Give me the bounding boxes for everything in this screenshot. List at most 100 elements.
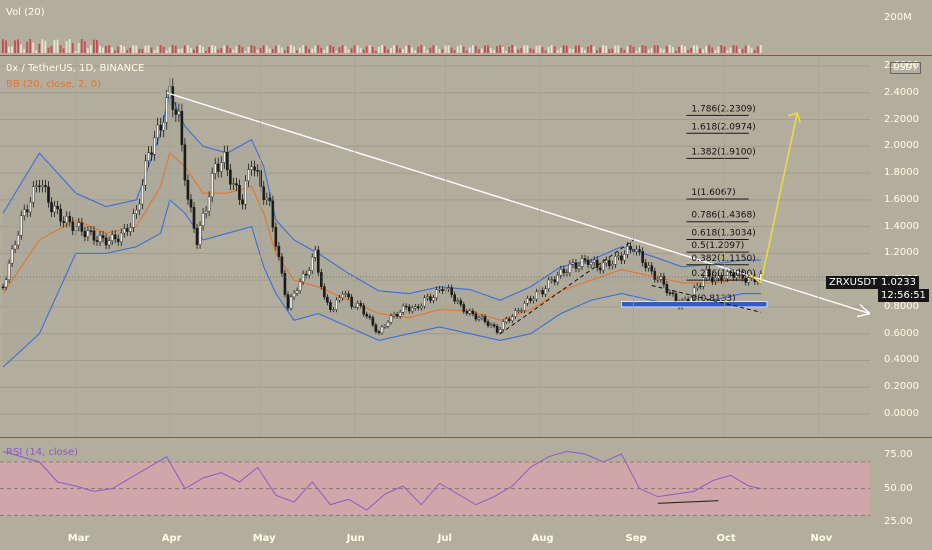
- volume-bar: [596, 50, 598, 53]
- volume-bar: [399, 48, 401, 53]
- volume-bar: [565, 45, 568, 53]
- price-axis-tick: 2.0000: [884, 140, 919, 152]
- candle-body: [265, 197, 269, 200]
- volume-bar: [308, 49, 310, 53]
- candle-body: [50, 202, 53, 213]
- price-axis[interactable]: 200M: [870, 0, 932, 550]
- candle-body: [332, 309, 335, 311]
- volume-bar: [59, 45, 62, 53]
- volume-bar: [744, 45, 747, 53]
- candle-body: [662, 276, 666, 285]
- volume-bar: [144, 45, 147, 53]
- candle-body: [253, 166, 256, 171]
- candle-body: [277, 246, 281, 257]
- volume-bar: [56, 39, 59, 53]
- price-axis-tick: 0.6000: [884, 327, 919, 339]
- fib-level-label: 0.382(1.1150): [691, 254, 755, 264]
- symbol-label: ZRXUSDT: [829, 277, 878, 288]
- volume-bar: [226, 45, 229, 53]
- candle-body: [529, 298, 532, 301]
- volume-bar: [720, 45, 723, 53]
- volume-bar: [650, 48, 653, 53]
- volume-bar: [38, 43, 41, 53]
- candle-body: [711, 276, 714, 282]
- volume-bar: [587, 46, 589, 53]
- candle-body: [113, 234, 117, 240]
- volume-bar: [571, 49, 574, 53]
- volume-bar: [11, 46, 13, 53]
- candle-body: [726, 271, 729, 279]
- rsi-chart[interactable]: [0, 438, 870, 530]
- countdown: 12:56:51: [881, 290, 926, 301]
- volume-bar: [162, 46, 165, 53]
- volume-bar: [326, 46, 329, 53]
- volume-bar: [514, 46, 517, 53]
- volume-bar: [50, 45, 53, 53]
- candle-body: [544, 288, 547, 295]
- volume-bar: [738, 48, 741, 53]
- quote-currency-badge[interactable]: USDT: [890, 62, 921, 74]
- volume-bar: [108, 45, 110, 53]
- rsi-axis-tick: 75.00: [884, 449, 913, 461]
- candle-body: [595, 259, 599, 268]
- volume-title: Vol (20): [6, 7, 45, 18]
- time-axis[interactable]: Mar Apr May Jun Jul Aug Sep Oct Nov: [0, 530, 870, 550]
- volume-bar: [99, 45, 101, 53]
- volume-bar: [487, 45, 489, 53]
- volume-bar: [117, 46, 120, 53]
- volume-bar: [280, 47, 283, 53]
- volume-bar: [174, 45, 177, 53]
- volume-bar: [383, 46, 386, 53]
- volume-bar: [732, 45, 735, 53]
- candle-body: [53, 205, 56, 213]
- candle-body: [501, 321, 505, 330]
- volume-bar: [390, 48, 392, 53]
- candle-body: [674, 293, 678, 303]
- volume-bar: [438, 48, 441, 53]
- candle-body: [559, 269, 563, 276]
- rsi-axis-tick: 50.00: [884, 482, 913, 494]
- volume-bar: [217, 49, 220, 53]
- volume-bar: [387, 49, 389, 53]
- candle-body: [401, 305, 405, 313]
- bb-indicator-title[interactable]: BB (20, close, 2, 0): [6, 79, 101, 90]
- volume-bar: [311, 48, 314, 53]
- volume-bar: [77, 42, 80, 53]
- volume-bar: [674, 50, 677, 53]
- volume-bar: [477, 49, 480, 53]
- candle-body: [132, 213, 135, 228]
- rsi-title[interactable]: RSI (14, close): [6, 447, 79, 458]
- candle-body: [183, 144, 187, 181]
- volume-bar: [259, 47, 262, 53]
- volume-bar: [123, 46, 126, 53]
- candle-body: [301, 273, 305, 283]
- price-axis-tick: 2.2000: [884, 113, 919, 125]
- volume-bar: [662, 49, 665, 53]
- candle-body: [695, 285, 699, 289]
- candle-body: [153, 137, 156, 155]
- volume-bar: [632, 46, 635, 53]
- volume-bar: [235, 45, 238, 53]
- projection-arrow: [748, 112, 799, 285]
- price-chart[interactable]: 1.786(2.2309) 1.618(2.0974) 1.382(1.9100) 1…: [0, 56, 870, 437]
- volume-bar: [417, 46, 420, 53]
- symbol-title[interactable]: 0x / TetherUS, 1D, BINANCE: [6, 63, 145, 74]
- candle-body: [235, 183, 238, 186]
- volume-bar: [283, 50, 286, 53]
- candle-body: [510, 316, 514, 321]
- candle-body: [223, 151, 226, 163]
- volume-bar: [92, 39, 95, 53]
- volume-bar: [171, 45, 174, 53]
- candle-body: [213, 163, 217, 174]
- candle-body: [692, 287, 696, 298]
- volume-pane: Vol (20): [0, 0, 870, 56]
- volume-bar: [608, 49, 611, 53]
- volume-bar: [471, 45, 474, 53]
- volume-bar: [435, 45, 438, 53]
- candle-body: [580, 258, 584, 267]
- candle-body: [614, 255, 617, 265]
- volume-bar: [253, 46, 256, 53]
- volume-bar: [678, 46, 680, 53]
- candle-body: [192, 207, 196, 229]
- volume-bar: [35, 50, 38, 53]
